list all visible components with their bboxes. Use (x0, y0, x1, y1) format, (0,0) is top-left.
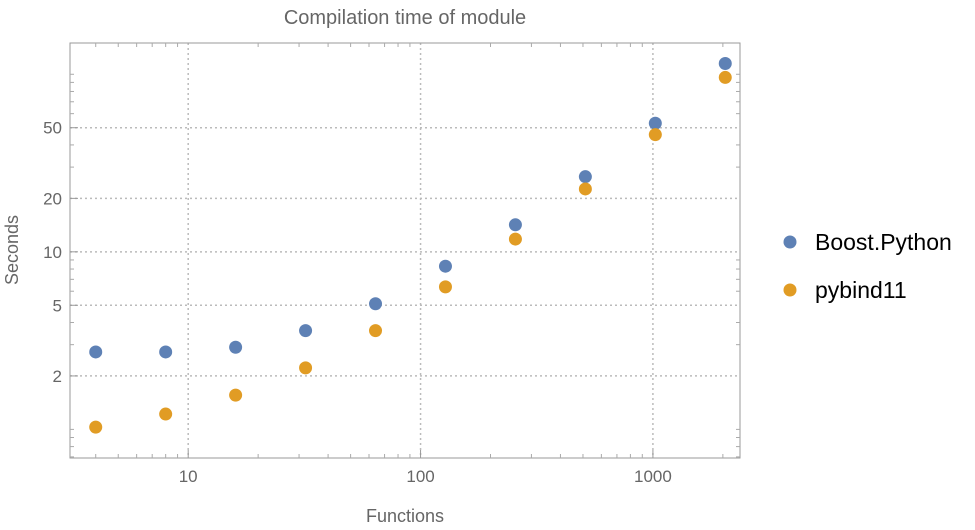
x-tick-label: 10 (179, 467, 198, 486)
data-point-pybind11 (648, 128, 662, 142)
data-point-boost-python (508, 218, 522, 232)
data-point-pybind11 (89, 420, 103, 434)
legend-label: pybind11 (815, 277, 907, 303)
plot-frame (69, 42, 741, 459)
data-point-boost-python (369, 297, 383, 311)
data-point-pybind11 (578, 182, 592, 196)
y-tick-label: 10 (43, 243, 62, 262)
legend-label: Boost.Python (815, 229, 952, 255)
data-point-boost-python (648, 116, 662, 130)
legend-marker (783, 283, 797, 297)
data-point-pybind11 (438, 280, 452, 294)
data-point-boost-python (438, 259, 452, 273)
data-point-pybind11 (369, 324, 383, 338)
data-point-pybind11 (299, 361, 313, 375)
y-tick-label: 50 (43, 119, 62, 138)
data-point-pybind11 (159, 407, 173, 421)
data-point-boost-python (299, 324, 313, 338)
legend-marker (783, 235, 797, 249)
data-point-boost-python (89, 345, 103, 359)
chart-title: Compilation time of module (284, 7, 526, 29)
legend: Boost.Python pybind11 (783, 229, 952, 303)
ticks: 10 100 1000 2 5 10 20 50 (43, 43, 740, 486)
x-tick-label: 100 (406, 467, 434, 486)
y-axis-label: Seconds (2, 215, 22, 285)
data-point-pybind11 (229, 388, 243, 402)
data-point-boost-python (159, 345, 173, 359)
x-axis-label: Functions (366, 506, 444, 525)
y-tick-label: 2 (53, 367, 62, 386)
data-point-boost-python (578, 170, 592, 184)
data-point-pybind11 (508, 232, 522, 246)
x-tick-label: 1000 (634, 467, 672, 486)
data-point-boost-python (718, 56, 732, 70)
data-point-pybind11 (718, 70, 732, 84)
y-tick-label: 5 (53, 296, 62, 315)
data-point-boost-python (229, 340, 243, 354)
grid (70, 43, 740, 458)
y-tick-label: 20 (43, 189, 62, 208)
data-points (89, 56, 732, 434)
